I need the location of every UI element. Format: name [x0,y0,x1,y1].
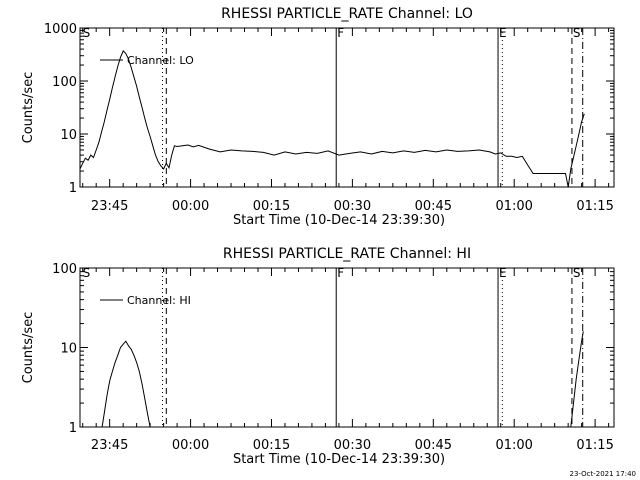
y-axis-label: Counts/sec [21,72,36,144]
x-tick-label: 00:15 [253,438,290,453]
x-tick-label: 00:00 [172,438,209,453]
hi-channel-panel: RHESSI PARTICLE_RATE Channel: HI 1 10 100 23… [21,246,615,467]
x-tick-label: 01:15 [576,438,613,453]
event-marker-label: S [573,26,581,40]
x-tick-label: 00:30 [334,199,371,214]
event-marker-label: S [573,266,581,280]
x-tick-label: 00:15 [253,199,290,214]
y-axis-label: Counts/sec [21,312,36,384]
x-axis-label: Start Time (10-Dec-14 23:39:30) [233,213,445,228]
chart-title: RHESSI PARTICLE_RATE Channel: LO [221,6,473,22]
y-tick-label: 10 [60,128,77,143]
chart-title: RHESSI PARTICLE_RATE Channel: HI [223,246,471,262]
y-tick-label: 1 [69,181,77,196]
x-tick-label: 00:30 [334,438,371,453]
y-tick-label: 100 [52,75,77,90]
x-tick-label: 01:15 [576,199,613,214]
x-tick-label: 01:00 [495,199,532,214]
legend-label: Channel: HI [127,294,191,307]
event-marker-label: F [337,26,344,40]
footer-timestamp: 23-Oct-2021 17:40 [570,470,636,478]
legend-label: Channel: LO [127,54,194,67]
x-tick-label: 00:45 [415,438,452,453]
event-marker-label: S [83,266,91,280]
plot-frame [79,267,615,428]
x-tick-label: 00:00 [172,199,209,214]
y-tick-label: 1000 [44,22,77,37]
series-line [101,340,151,428]
x-tick-label: 23:45 [91,199,128,214]
x-axis-label: Start Time (10-Dec-14 23:39:30) [233,452,445,467]
y-tick-label: 100 [52,262,77,277]
series-line [79,50,585,188]
y-tick-label: 1 [69,421,77,436]
x-tick-label: 23:45 [91,438,128,453]
event-marker-label: S [83,26,91,40]
lo-channel-panel: RHESSI PARTICLE_RATE Channel: LO 1 10 100 10… [21,6,615,228]
event-marker-label: F [337,266,344,280]
series-line [570,331,584,428]
plot-frame [79,27,615,188]
x-tick-label: 01:00 [495,438,532,453]
x-tick-label: 00:45 [415,199,452,214]
y-tick-label: 10 [60,342,77,357]
